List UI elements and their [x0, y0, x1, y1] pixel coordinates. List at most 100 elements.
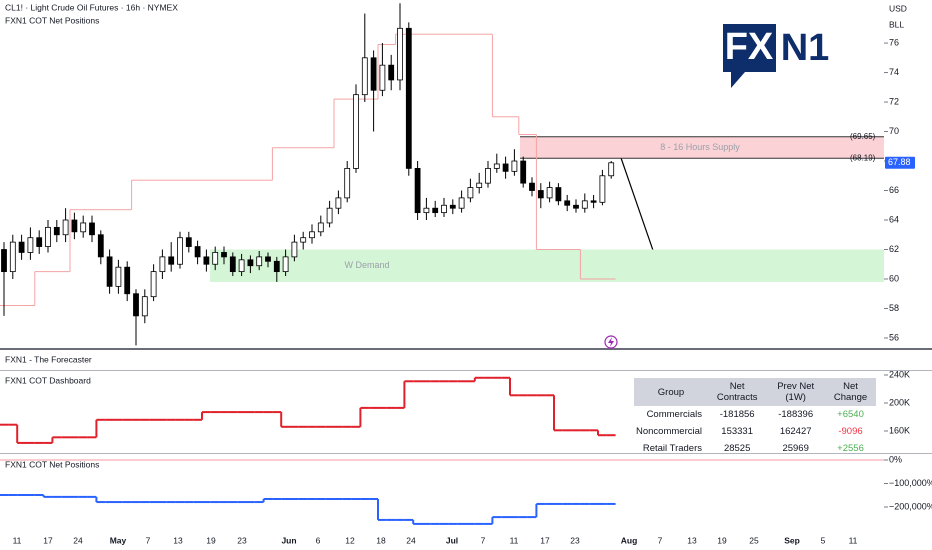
x-tick-label: 17 [540, 535, 550, 545]
x-tick-label: Jul [446, 535, 458, 545]
table-row: Retail Traders 28525 25969 +2556 [634, 440, 876, 457]
table-cell: -181856 [719, 409, 755, 420]
candle-body [573, 204, 579, 209]
candle-body [229, 256, 236, 273]
candle-body [71, 219, 78, 233]
y-tick-label: 62 [889, 244, 899, 254]
y-tick-label: −100,000% [889, 478, 932, 488]
candle-body [511, 160, 518, 172]
candle-body [1, 249, 7, 273]
table-cell: Commercials [646, 409, 702, 420]
candle-body [115, 266, 122, 287]
candle-body [97, 234, 104, 258]
x-tick-label: 23 [237, 535, 247, 545]
candle-body [256, 256, 263, 267]
zone-label: W Demand [344, 260, 389, 270]
x-tick-label: 18 [376, 535, 386, 545]
candle-body [485, 167, 491, 184]
candle-body [247, 259, 254, 267]
cot-table: Group Net Contracts Prev Net (1W) Net Chang… [634, 378, 876, 457]
candle-body [361, 57, 368, 96]
table-cell: 28525 [723, 443, 751, 454]
zone-price-label: (68.19) [850, 153, 876, 162]
x-tick-label: 19 [206, 535, 216, 545]
x-tick-label: 12 [345, 535, 355, 545]
x-tick-label: Aug [621, 535, 638, 545]
candle-body [18, 241, 25, 253]
x-tick-label: 24 [73, 535, 83, 545]
unit: BLL [889, 19, 904, 29]
candle-body [546, 187, 553, 199]
candle-body [53, 226, 60, 236]
zone [210, 249, 884, 282]
y-tick-label: 74 [889, 67, 899, 77]
lightning-icon [604, 335, 618, 349]
candle-body [159, 256, 166, 273]
candle-body [124, 266, 131, 295]
candle-body [106, 256, 113, 287]
y-tick-label: 66 [889, 185, 899, 195]
candle-body [608, 162, 615, 177]
x-tick-label: 11 [510, 535, 519, 545]
candle-body [282, 256, 289, 273]
candle-body [309, 231, 315, 239]
candle-body [458, 197, 465, 209]
candle-body [441, 204, 447, 214]
y-tick-label: 72 [889, 96, 899, 106]
candle-body [529, 182, 535, 191]
table-cell: +6540 [837, 409, 864, 420]
x-tick-label: 23 [570, 535, 580, 545]
candle-body [590, 200, 597, 203]
table-header-row: Group Net Contracts Prev Net (1W) Net Chang… [634, 378, 876, 406]
y-tick-label: 160K [889, 425, 910, 435]
y-tick-label: 64 [889, 214, 899, 224]
table-cell: -188396 [778, 409, 814, 420]
y-tick-label: 70 [889, 126, 899, 136]
candle-body [599, 175, 606, 203]
table-header-cell: Prev Net (1W) [766, 378, 826, 406]
candle-body [177, 237, 183, 265]
pane-title: FXN1 COT Dashboard [5, 375, 91, 385]
logo: FX N1 [723, 24, 829, 88]
candle-body [493, 163, 500, 169]
candle-body [344, 167, 351, 199]
x-tick-label: 19 [717, 535, 727, 545]
y-tick-label: 76 [889, 37, 899, 47]
table-cell: Noncommercial [636, 426, 702, 437]
y-tick-label: 200K [889, 397, 910, 407]
candle-body [212, 252, 219, 265]
table-row: Commercials -181856 -188396 +6540 [634, 406, 876, 423]
y-tick-label: 58 [889, 303, 899, 313]
table-header-cell: Net Contracts [708, 378, 767, 406]
x-tick-label: Jun [281, 535, 296, 545]
candle-body [397, 27, 403, 81]
candle-body [370, 57, 377, 91]
pane-title: FXN1 - The Forecaster [5, 354, 92, 364]
candle-body [203, 256, 210, 265]
x-tick-label: 24 [406, 535, 416, 545]
candle-body [9, 241, 16, 273]
candle-body [300, 237, 307, 243]
x-tick-label: 7 [146, 535, 151, 545]
x-tick-label: Sep [784, 535, 800, 545]
candle-body [520, 160, 527, 184]
zone [520, 136, 884, 159]
candle-body [150, 271, 157, 298]
x-tick-label: 7 [481, 535, 486, 545]
x-tick-label: 25 [749, 535, 759, 545]
table-cell: 153331 [721, 426, 753, 437]
table-cell: -9096 [838, 426, 863, 437]
y-tick-label: 0% [889, 454, 902, 464]
zone-price-label: (69.65) [850, 132, 876, 141]
candle-body [414, 167, 421, 214]
candle-body [449, 204, 456, 209]
x-tick-label: 11 [13, 535, 22, 545]
arrow [619, 154, 657, 260]
y-tick-label: 56 [889, 332, 899, 342]
table-cell: +2556 [837, 443, 864, 454]
symbol-title: CL1! · Light Crude Oil Futures · 16h · N… [5, 2, 178, 12]
logo-left: FX [725, 26, 774, 68]
candle-body [555, 187, 562, 202]
candle-body [476, 182, 483, 188]
